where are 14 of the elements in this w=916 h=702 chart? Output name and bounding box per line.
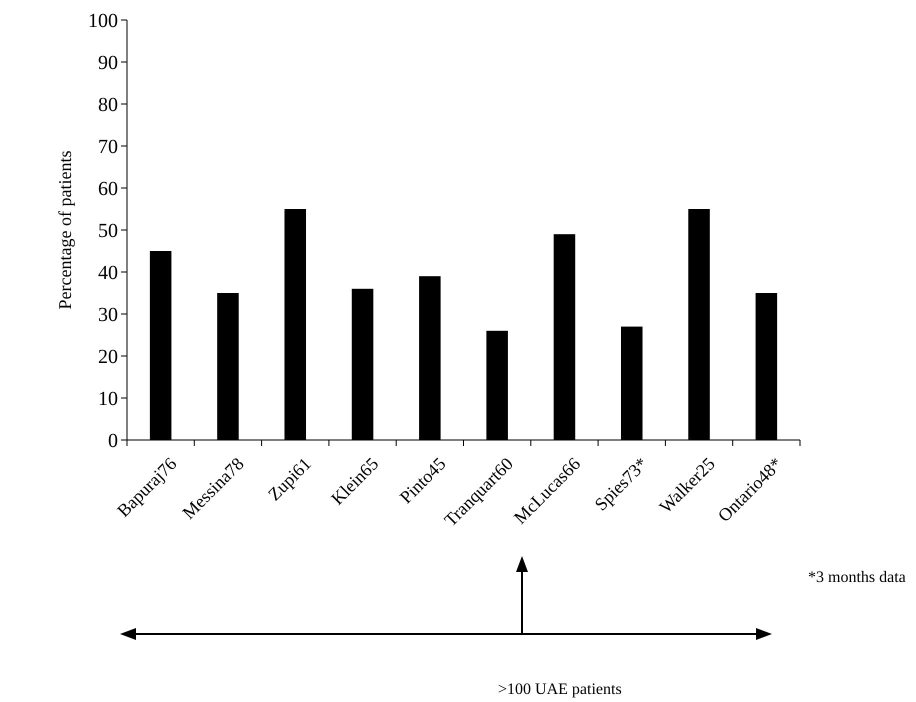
y-tick-label: 60 <box>98 178 118 200</box>
y-tick-label: 20 <box>98 346 118 368</box>
text: >100 UAE patients <box>498 681 622 698</box>
y-tick-label: 30 <box>98 304 118 326</box>
y-tick-label: 0 <box>108 430 118 452</box>
y-tick-label: 40 <box>98 262 118 284</box>
y-axis-title: Percentage of patients <box>55 150 75 310</box>
y-tick-label: 100 <box>88 10 118 32</box>
y-tick-label: 50 <box>98 220 118 242</box>
y-tick-label: 70 <box>98 136 118 158</box>
y-tick-label: 90 <box>98 52 118 74</box>
y-tick-label: 10 <box>98 388 118 410</box>
text: *3 months data <box>808 569 906 586</box>
y-tick-label: 80 <box>98 94 118 116</box>
